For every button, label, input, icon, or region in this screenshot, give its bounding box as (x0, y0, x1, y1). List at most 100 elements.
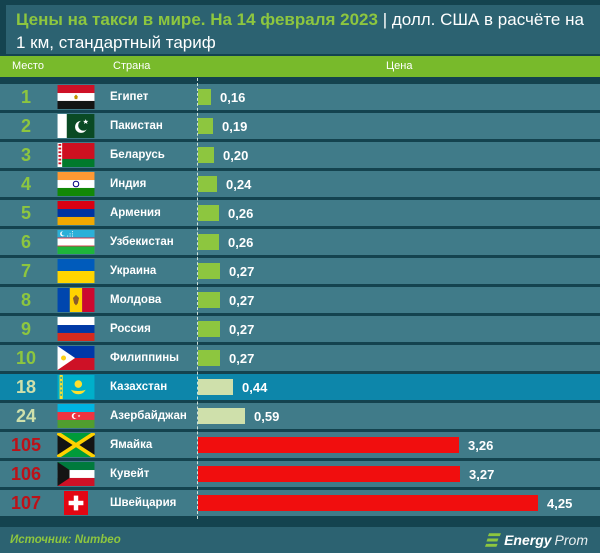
price-bar (198, 292, 220, 308)
title-subtitle-text: | долл. США в расчёте на 1 км, стандартн… (16, 10, 584, 52)
country-label: Египет (110, 91, 149, 103)
bar-area: 0,26 (198, 229, 253, 255)
footer: Источник: Numbeo Energy Prom (0, 527, 600, 553)
price-value: 3,26 (468, 437, 494, 453)
price-bar (198, 466, 460, 482)
price-bar (198, 89, 211, 105)
rank-cell: 1 (20, 87, 31, 107)
table-row: 5 Армения 0,26 (0, 200, 600, 226)
table-row: 2 Пакистан 0,19 (0, 113, 600, 139)
price-bar (198, 321, 220, 337)
price-value: 4,25 (547, 495, 573, 511)
column-header-country: Страна (113, 60, 151, 72)
price-value: 0,59 (254, 408, 280, 424)
price-value: 0,27 (229, 263, 255, 279)
price-bar (198, 495, 538, 511)
price-value: 0,20 (223, 147, 249, 163)
table-row: 8 Молдова 0,27 (0, 287, 600, 313)
bar-area: 0,59 (198, 403, 279, 429)
energyprom-logo-icon (484, 533, 502, 547)
uzbekistan-flag-icon (57, 230, 95, 254)
kuwait-flag-icon (57, 462, 95, 486)
country-label: Узбекистан (110, 236, 174, 248)
price-bar (198, 205, 219, 221)
price-value: 3,27 (469, 466, 495, 482)
energyprom-logo: Energy Prom (484, 527, 588, 553)
price-bar (198, 176, 217, 192)
country-label: Россия (110, 323, 151, 335)
price-bar (198, 408, 245, 424)
logo-text-light: Prom (554, 532, 588, 548)
table-row: 106 Кувейт 3,27 (0, 461, 600, 487)
price-value: 0,27 (229, 350, 255, 366)
table-row: 4 Индия 0,24 (0, 171, 600, 197)
ukraine-flag-icon (57, 259, 95, 283)
rank-cell: 107 (10, 493, 42, 513)
rank-cell: 5 (20, 203, 31, 223)
rank-cell: 6 (20, 232, 31, 252)
price-bar (198, 118, 213, 134)
bar-area: 0,27 (198, 258, 254, 284)
country-label: Казахстан (110, 381, 168, 393)
bar-area: 0,24 (198, 171, 251, 197)
rows: 1 Египет 0,16 2 Пакистан 0,19 3 Беларусь… (0, 84, 600, 519)
rank-cell: 3 (20, 145, 31, 165)
price-value: 0,27 (229, 321, 255, 337)
jamaica-flag-icon (57, 433, 95, 457)
table-row: 6 Узбекистан 0,26 (0, 229, 600, 255)
price-value: 0,27 (229, 292, 255, 308)
price-value: 0,26 (228, 205, 254, 221)
moldova-flag-icon (57, 288, 95, 312)
source-label: Источник: Numbeo (10, 534, 121, 546)
price-value: 0,44 (242, 379, 268, 395)
table-row: 24 Азербайджан 0,59 (0, 403, 600, 429)
country-label: Пакистан (110, 120, 163, 132)
russia-flag-icon (57, 317, 95, 341)
bar-area: 0,27 (198, 287, 254, 313)
rank-cell: 106 (10, 464, 42, 484)
price-bar (198, 234, 219, 250)
bar-area: 0,16 (198, 84, 245, 110)
price-bar (198, 147, 214, 163)
price-bar (198, 263, 220, 279)
bar-area: 4,25 (198, 490, 572, 516)
switzerland-flag-icon (57, 491, 95, 515)
table-row: 3 Беларусь 0,20 (0, 142, 600, 168)
bar-area: 0,27 (198, 345, 254, 371)
rank-cell: 7 (20, 261, 31, 281)
table-row: 7 Украина 0,27 (0, 258, 600, 284)
india-flag-icon (57, 172, 95, 196)
price-value: 0,26 (228, 234, 254, 250)
page-title: Цены на такси в мире. На 14 февраля 2023… (6, 5, 600, 54)
price-value: 0,19 (222, 118, 248, 134)
price-bar (198, 350, 220, 366)
rank-cell: 24 (15, 406, 37, 426)
country-label: Молдова (110, 294, 162, 306)
rank-cell: 8 (20, 290, 31, 310)
price-value: 0,24 (226, 176, 252, 192)
country-label: Армения (110, 207, 161, 219)
rank-cell: 18 (15, 377, 37, 397)
price-value: 0,16 (220, 89, 246, 105)
bar-area: 0,19 (198, 113, 247, 139)
table-header: Место Страна Цена (0, 56, 600, 77)
bar-area: 0,20 (198, 142, 248, 168)
table-row: 1 Египет 0,16 (0, 84, 600, 110)
price-bar (198, 437, 459, 453)
rank-cell: 105 (10, 435, 42, 455)
logo-text-bold: Energy (504, 532, 552, 548)
azerbaijan-flag-icon (57, 404, 95, 428)
table-row: 107 Швейцария 4,25 (0, 490, 600, 516)
table-row: 18 Казахстан 0,44 (0, 374, 600, 400)
country-label: Швейцария (110, 497, 177, 509)
rank-cell: 4 (20, 174, 31, 194)
column-header-rank: Место (12, 60, 44, 72)
country-label: Филиппины (110, 352, 179, 364)
egypt-flag-icon (57, 85, 95, 109)
bar-area: 0,27 (198, 316, 254, 342)
pakistan-flag-icon (57, 114, 95, 138)
column-header-price: Цена (386, 60, 413, 72)
country-label: Азербайджан (110, 410, 187, 422)
price-bar (198, 379, 233, 395)
